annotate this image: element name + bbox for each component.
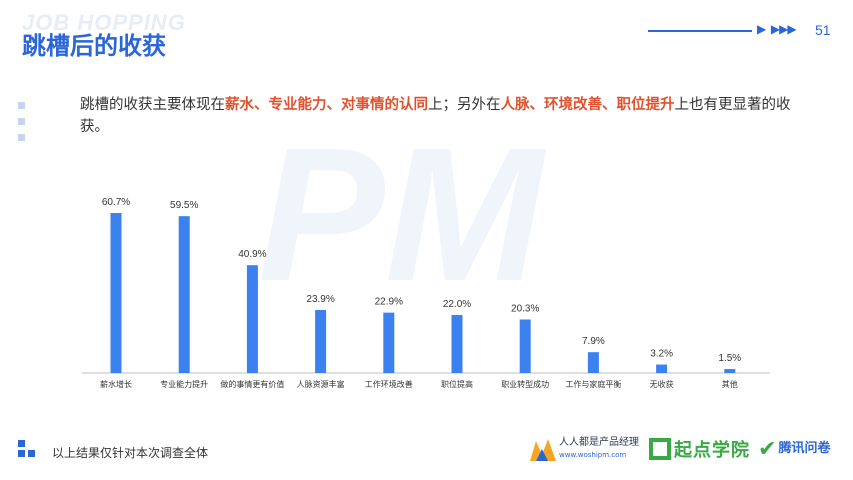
qidian-logo-text: 起点学院 bbox=[674, 440, 750, 461]
page-title: 跳槽后的收获 bbox=[22, 32, 166, 60]
bar-1 bbox=[178, 216, 190, 373]
footer-squares-icon bbox=[18, 440, 42, 458]
bar-value-label: 22.0% bbox=[443, 299, 471, 310]
category-label: 专业能力提升 bbox=[160, 379, 208, 389]
summary-part-1: 跳槽的收获主要体现在 bbox=[80, 97, 225, 113]
bar-value-label: 1.5% bbox=[718, 353, 741, 364]
woshipm-name: 人人都是产品经理 bbox=[559, 437, 639, 448]
footer-note: 以上结果仅针对本次调查全体 bbox=[52, 446, 209, 460]
bar-0 bbox=[110, 213, 122, 373]
category-label: 职位提高 bbox=[441, 379, 473, 389]
bar-value-label: 22.9% bbox=[375, 297, 403, 308]
qidian-logo-icon bbox=[649, 438, 671, 460]
bar-value-label: 7.9% bbox=[582, 336, 605, 347]
summary-highlight-2: 人脉、环境改善、职位提升 bbox=[500, 97, 675, 113]
header-watermark: JOB HOPPING bbox=[22, 10, 186, 35]
arrows-icon: ▶ ▶▶▶ bbox=[757, 22, 797, 36]
pm-watermark: PM bbox=[258, 109, 543, 321]
category-label: 职业转型成功 bbox=[501, 379, 549, 389]
woshipm-url: www.woshipm.com bbox=[559, 451, 627, 459]
woshipm-logo-icon bbox=[530, 437, 556, 461]
category-label: 做的事情更有价值 bbox=[220, 379, 284, 389]
summary-part-2: 上；另外在 bbox=[428, 97, 501, 113]
bar-7 bbox=[587, 352, 599, 373]
category-label: 无收获 bbox=[650, 379, 674, 389]
bar-value-label: 40.9% bbox=[238, 249, 266, 260]
tencent-survey-logo-text: 腾讯问卷 bbox=[778, 441, 831, 456]
category-label: 人脉资源丰富 bbox=[297, 379, 345, 389]
category-label: 其他 bbox=[722, 379, 738, 389]
bar-value-label: 59.5% bbox=[170, 200, 198, 211]
footer-logos: 人人都是产品经理 www.woshipm.com 起点学院 ✔ 腾讯问卷 bbox=[530, 434, 830, 464]
page-number: 51 bbox=[815, 22, 831, 38]
bar-8 bbox=[656, 364, 668, 373]
bar-5 bbox=[451, 315, 463, 373]
checkmark-icon: ✔ bbox=[758, 436, 777, 462]
category-label: 工作环境改善 bbox=[365, 379, 413, 389]
bar-value-label: 60.7% bbox=[102, 197, 130, 208]
bar-value-label: 23.9% bbox=[306, 294, 334, 305]
bar-value-label: 20.3% bbox=[511, 303, 539, 314]
bar-value-label: 3.2% bbox=[650, 349, 673, 360]
category-label: 工作与家庭平衡 bbox=[565, 379, 621, 389]
summary-highlight-1: 薪水、专业能力、对事情的认同 bbox=[225, 97, 428, 113]
bar-3 bbox=[315, 310, 327, 373]
summary-text: 跳槽的收获主要体现在薪水、专业能力、对事情的认同上；另外在人脉、环境改善、职位提… bbox=[80, 94, 800, 138]
summary-part-3: 上也有更显著的收获。 bbox=[80, 97, 791, 135]
bullet-dots-icon bbox=[18, 102, 28, 150]
bar-6 bbox=[519, 319, 531, 373]
bar-2 bbox=[246, 265, 258, 373]
woshipm-logo-text: 人人都是产品经理 www.woshipm.com bbox=[559, 437, 639, 461]
bar-4 bbox=[383, 312, 395, 373]
category-label: 薪水增长 bbox=[100, 379, 132, 389]
header-rule bbox=[648, 30, 752, 32]
bar-9 bbox=[724, 369, 736, 373]
